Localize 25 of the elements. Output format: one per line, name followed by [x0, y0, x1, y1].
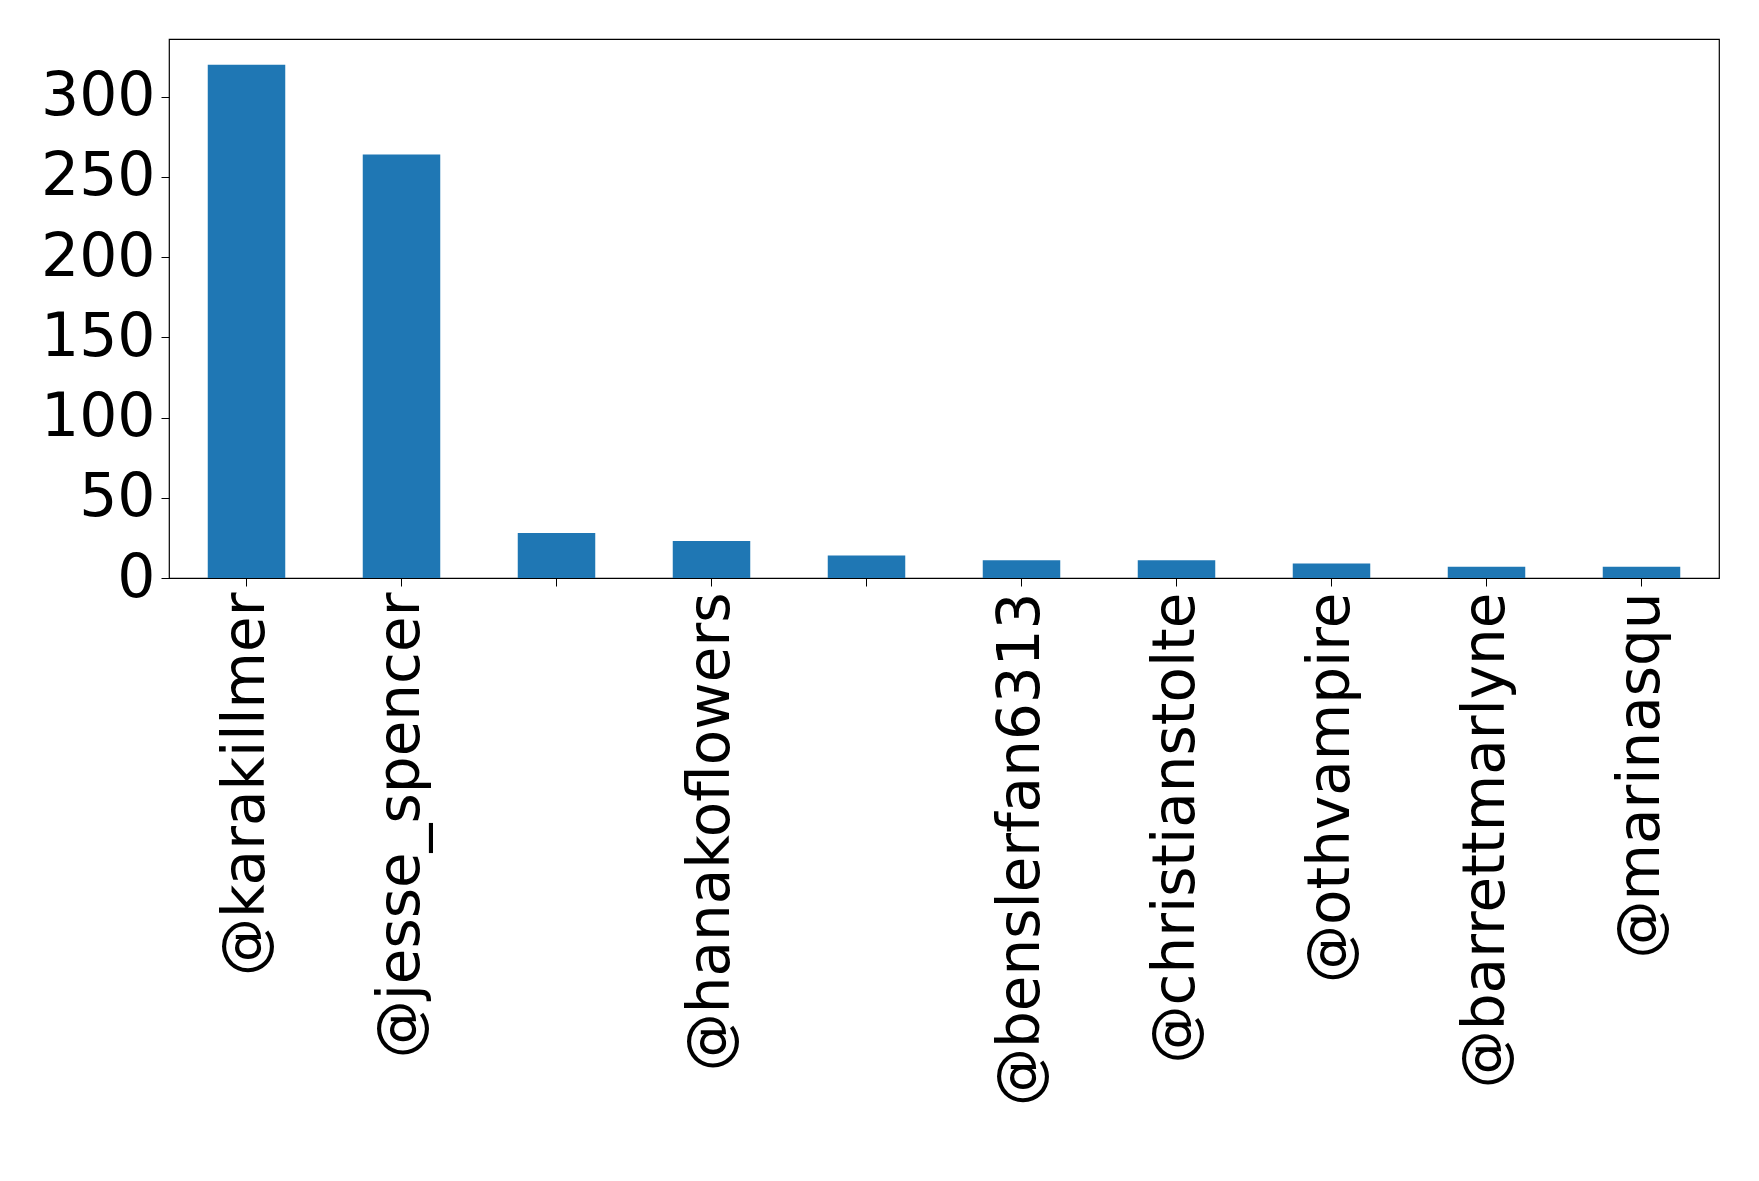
bar — [982, 560, 1061, 578]
y-tick-label: 250 — [40, 139, 156, 210]
y-tick-label: 150 — [40, 299, 156, 370]
x-tick-label: @hanakoflowers — [674, 592, 743, 1072]
y-tick-label: 100 — [40, 380, 156, 451]
bar — [517, 533, 596, 578]
y-tick-label: 0 — [117, 540, 156, 611]
y-tick-label: 200 — [40, 219, 156, 290]
bar — [1602, 566, 1681, 578]
bar — [1447, 566, 1526, 578]
bar — [672, 541, 751, 578]
x-tick-label: @barrettmarlyne — [1449, 592, 1518, 1089]
x-tick-label: @othvampire — [1294, 592, 1363, 984]
x-tick-label: @christianstolte — [1139, 592, 1208, 1064]
y-tick-label: 300 — [40, 59, 156, 130]
bar — [362, 154, 441, 578]
x-tick-label: @marinasqu — [1604, 592, 1673, 959]
x-tick-label: @karakillmer — [209, 592, 278, 976]
x-tick-label: @benslerfan6313 — [984, 592, 1053, 1106]
x-tick-label: @jesse_spencer — [364, 592, 433, 1059]
bar — [827, 555, 906, 578]
bar — [207, 64, 286, 578]
y-tick-label: 50 — [79, 460, 156, 531]
bar — [1137, 560, 1216, 578]
bar — [1292, 563, 1371, 578]
